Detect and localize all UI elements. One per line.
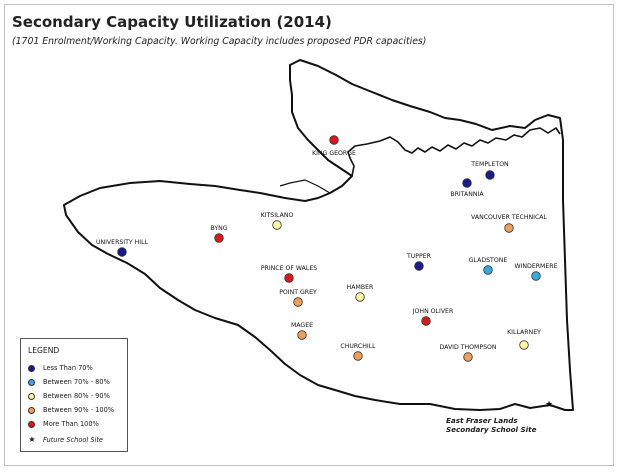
school-marker-kitsilano [272,220,282,230]
legend-swatch [28,364,35,372]
school-label-churchill: CHURCHILL [340,343,376,350]
legend-label: Between 80% - 90% [43,392,110,400]
school-label-prince-of-wales: PRINCE OF WALES [261,265,317,272]
school-label-king-george: KING GEORGE [312,150,356,157]
legend: LEGEND Less Than 70% Between 70% - 80% B… [20,338,128,452]
legend-swatch [28,406,35,414]
school-marker-point-grey [293,297,303,307]
school-label-john-oliver: JOHN OLIVER [412,308,454,315]
legend-label: Between 70% - 80% [43,378,110,386]
school-marker-prince-of-wales [284,273,294,283]
future-site-label: East Fraser Lands Secondary School Site [446,416,536,434]
legend-item-70-80: Between 70% - 80% [28,377,110,387]
legend-item-90-100: Between 90% - 100% [28,405,114,415]
school-marker-hamber [355,292,365,302]
legend-label: More Than 100% [43,420,99,428]
school-label-kitsilano: KITSILANO [261,212,294,219]
school-marker-templeton [485,170,495,180]
school-label-university-hill: UNIVERSITY HILL [96,239,149,246]
city-boundary [63,59,574,411]
map-title: Secondary Capacity Utilization (2014) [12,13,332,31]
school-marker-vancouver-technical [504,223,514,233]
school-label-windermere: WINDERMERE [514,263,557,270]
future-site-line2: Secondary School Site [446,425,537,434]
school-marker-university-hill [117,247,127,257]
school-marker-tupper [414,261,424,271]
school-label-point-grey: POINT GREY [279,289,317,296]
future-site-star-icon: ★ [545,400,553,410]
legend-label: Future School Site [43,436,103,444]
legend-swatch [28,378,35,386]
school-label-britannia: BRITANNIA [450,191,484,198]
school-marker-killarney [519,340,529,350]
star-icon: ★ [28,435,36,444]
school-markers: KING GEORGE TEMPLETON BRITANNIA VANCOUVER T… [96,135,558,362]
school-marker-david-thompson [463,352,473,362]
legend-item-80-90: Between 80% - 90% [28,391,110,401]
legend-label: Less Than 70% [43,364,93,372]
future-site-line1: East Fraser Lands [446,416,518,425]
school-label-byng: BYNG [210,225,227,232]
school-label-hamber: HAMBER [347,284,374,291]
school-marker-king-george [329,135,339,145]
school-label-vancouver-technical: VANCOUVER TECHNICAL [471,214,547,221]
school-marker-churchill [353,351,363,361]
school-label-gladstone: GLADSTONE [469,257,508,264]
harbour-shoreline [347,127,561,177]
school-marker-gladstone [483,265,493,275]
school-label-tupper: TUPPER [406,253,432,260]
legend-label: Between 90% - 100% [43,406,115,414]
school-label-magee: MAGEE [291,322,313,329]
legend-title: LEGEND [28,346,60,355]
legend-item-more-than-100: More Than 100% [28,419,99,429]
school-marker-byng [214,233,224,243]
map-subtitle: (1701 Enrolment/Working Capacity. Workin… [12,36,427,47]
false-creek [279,179,331,194]
legend-swatch [28,392,35,400]
school-label-killarney: KILLARNEY [507,329,541,336]
legend-swatch [28,420,35,428]
school-marker-britannia [462,178,472,188]
school-marker-john-oliver [421,316,431,326]
legend-item-less-than-70: Less Than 70% [28,363,93,373]
legend-item-future-site: ★ Future School Site [28,435,103,445]
school-label-templeton: TEMPLETON [470,161,509,168]
school-marker-magee [297,330,307,340]
school-label-david-thompson: DAVID THOMPSON [439,344,496,351]
school-marker-windermere [531,271,541,281]
